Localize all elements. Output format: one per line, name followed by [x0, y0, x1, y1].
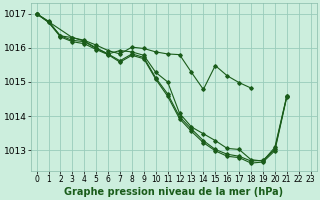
- X-axis label: Graphe pression niveau de la mer (hPa): Graphe pression niveau de la mer (hPa): [64, 187, 283, 197]
